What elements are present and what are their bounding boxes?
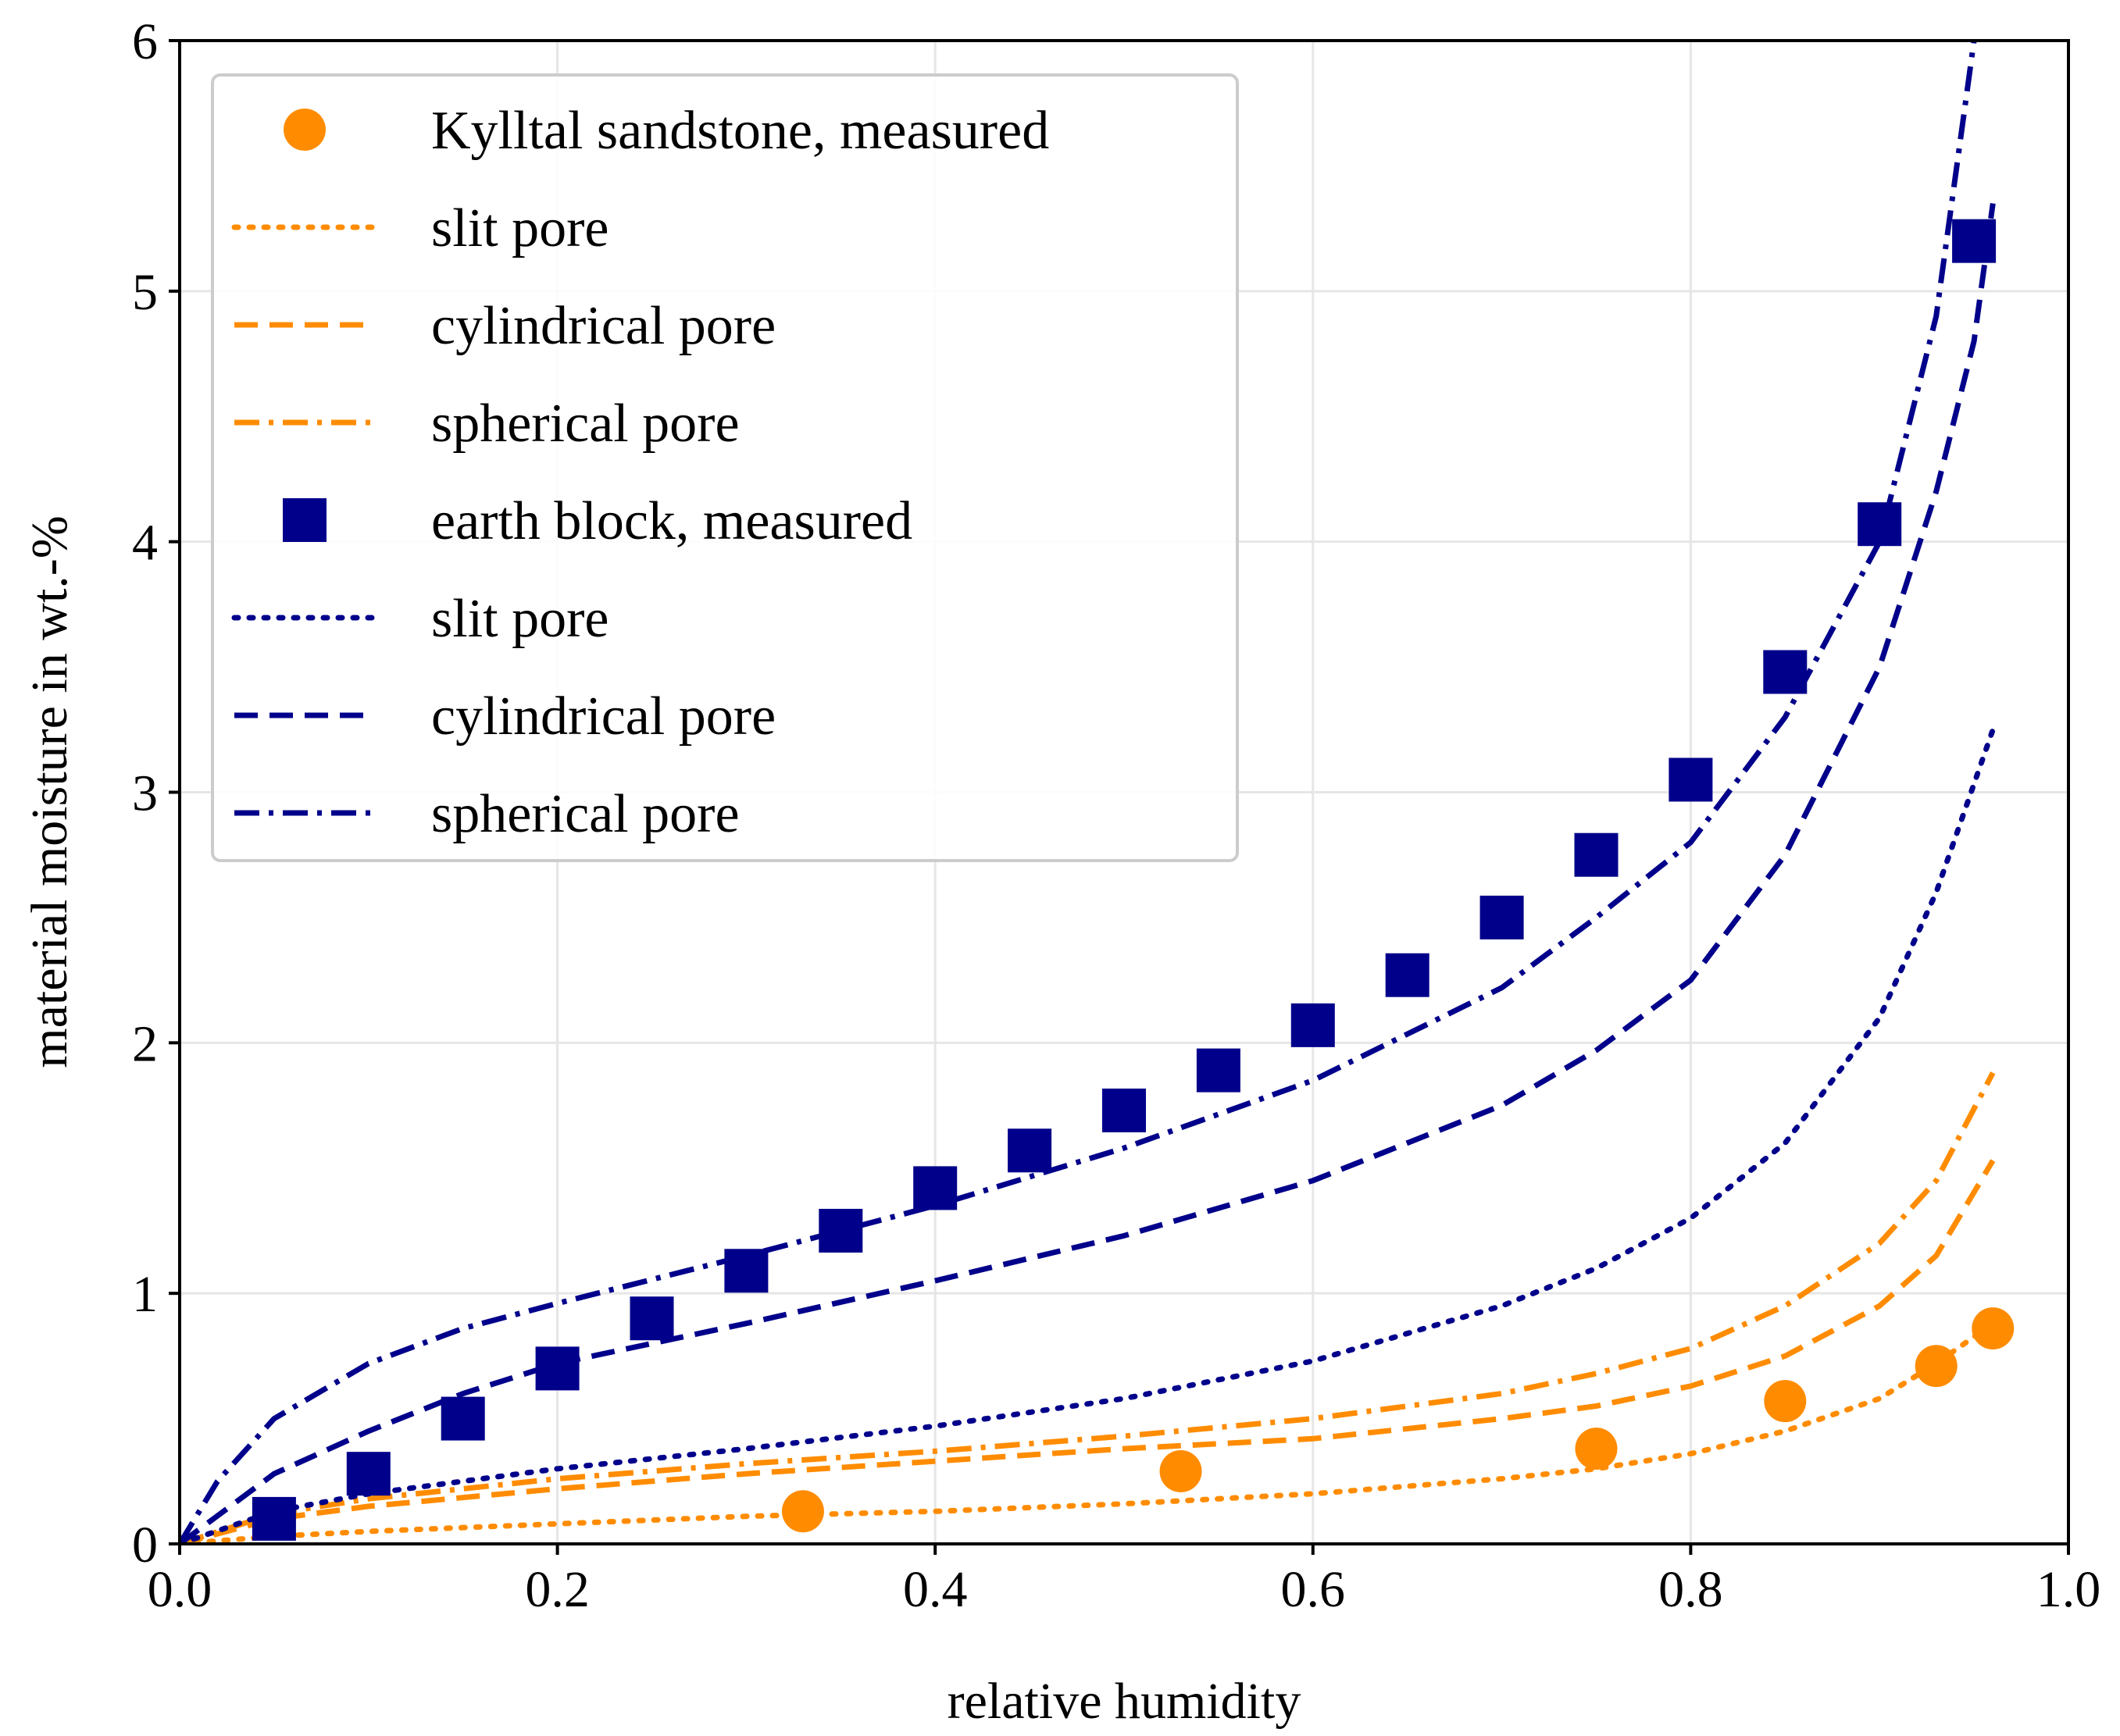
data-point-square bbox=[346, 1452, 391, 1496]
series-line-dashdot bbox=[180, 1071, 1996, 1544]
data-point-square bbox=[913, 1166, 958, 1210]
ticks: 0.0 0.2 0.4 0.6 0.8 1.0 0 1 2 3 4 5 6 bbox=[132, 13, 2100, 1618]
data-point-circle bbox=[1159, 1449, 1202, 1492]
legend-label: slit pore bbox=[431, 198, 609, 258]
legend-item: slit pore bbox=[231, 589, 609, 649]
data-point-square bbox=[441, 1396, 485, 1441]
data-point-circle bbox=[1915, 1345, 1958, 1388]
legend-item: Kylltal sandstone, measured bbox=[284, 101, 1049, 161]
x-tick-label: 0.6 bbox=[1281, 1561, 1346, 1618]
y-tick-label: 1 bbox=[132, 1266, 158, 1323]
legend-label: cylindrical pore bbox=[431, 686, 776, 747]
data-point-square bbox=[1669, 757, 1713, 802]
series-line-dotted bbox=[180, 726, 1996, 1544]
legend-label: spherical pore bbox=[431, 784, 740, 844]
data-point-square bbox=[1102, 1088, 1146, 1132]
y-tick-label: 3 bbox=[132, 765, 158, 822]
data-point-square bbox=[630, 1296, 674, 1341]
legend-item: spherical pore bbox=[234, 394, 740, 454]
series-line-dashdot bbox=[180, 41, 1977, 1544]
series-0 bbox=[781, 1307, 2015, 1533]
legend-marker-circle bbox=[284, 109, 326, 151]
data-point-square bbox=[819, 1208, 863, 1253]
legend-label: slit pore bbox=[431, 589, 609, 649]
x-tick-label: 0.0 bbox=[148, 1561, 212, 1618]
y-tick-label: 6 bbox=[132, 13, 158, 70]
data-point-circle bbox=[781, 1490, 824, 1533]
data-point-square bbox=[1008, 1128, 1052, 1173]
legend-label: spherical pore bbox=[431, 394, 740, 454]
legend-item: slit pore bbox=[231, 198, 609, 258]
legend-label: earth block, measured bbox=[431, 491, 912, 551]
series-5 bbox=[180, 726, 1996, 1544]
series-7 bbox=[180, 41, 1977, 1544]
data-point-square bbox=[1574, 832, 1619, 877]
data-point-circle bbox=[1575, 1428, 1618, 1470]
series-6 bbox=[180, 203, 1996, 1544]
legend-box bbox=[211, 73, 1239, 862]
x-tick-label: 0.4 bbox=[903, 1561, 968, 1618]
y-tick-label: 4 bbox=[132, 515, 158, 572]
legend: Kylltal sandstone, measured slit pore cyli… bbox=[211, 73, 1239, 862]
series-layer bbox=[180, 41, 2015, 1544]
x-tick-label: 0.8 bbox=[1658, 1561, 1723, 1618]
data-point-square bbox=[1196, 1048, 1240, 1093]
data-point-square bbox=[1290, 1003, 1335, 1047]
legend-marker-square bbox=[283, 498, 327, 542]
legend-label: cylindrical pore bbox=[431, 296, 776, 356]
x-tick-label: 0.2 bbox=[525, 1561, 590, 1618]
x-axis-title: relative humidity bbox=[948, 1673, 1301, 1730]
legend-item: cylindrical pore bbox=[234, 686, 776, 747]
legend-item: earth block, measured bbox=[283, 491, 912, 551]
data-point-circle bbox=[1764, 1380, 1807, 1423]
y-tick-label: 0 bbox=[132, 1517, 158, 1574]
data-point-square bbox=[724, 1249, 769, 1293]
series-line-dashed bbox=[180, 1159, 1996, 1544]
legend-item: cylindrical pore bbox=[234, 296, 776, 356]
series-4 bbox=[252, 219, 1997, 1541]
series-1 bbox=[180, 1321, 1996, 1544]
data-point-square bbox=[1858, 502, 1902, 547]
legend-item: spherical pore bbox=[234, 784, 740, 844]
series-line-dashed bbox=[180, 203, 1996, 1544]
data-point-square bbox=[1479, 895, 1524, 939]
legend-label: Kylltal sandstone, measured bbox=[431, 101, 1049, 161]
data-point-square bbox=[1385, 953, 1429, 997]
series-line-dotted bbox=[180, 1321, 1996, 1544]
x-tick-label: 1.0 bbox=[2036, 1561, 2101, 1618]
series-3 bbox=[180, 1071, 1996, 1544]
data-point-square bbox=[252, 1496, 296, 1541]
data-point-circle bbox=[1972, 1307, 2015, 1350]
y-tick-label: 5 bbox=[132, 264, 158, 321]
y-axis-title: material moisture in wt.-% bbox=[21, 515, 78, 1068]
y-tick-label: 2 bbox=[132, 1015, 158, 1072]
series-2 bbox=[180, 1159, 1996, 1544]
